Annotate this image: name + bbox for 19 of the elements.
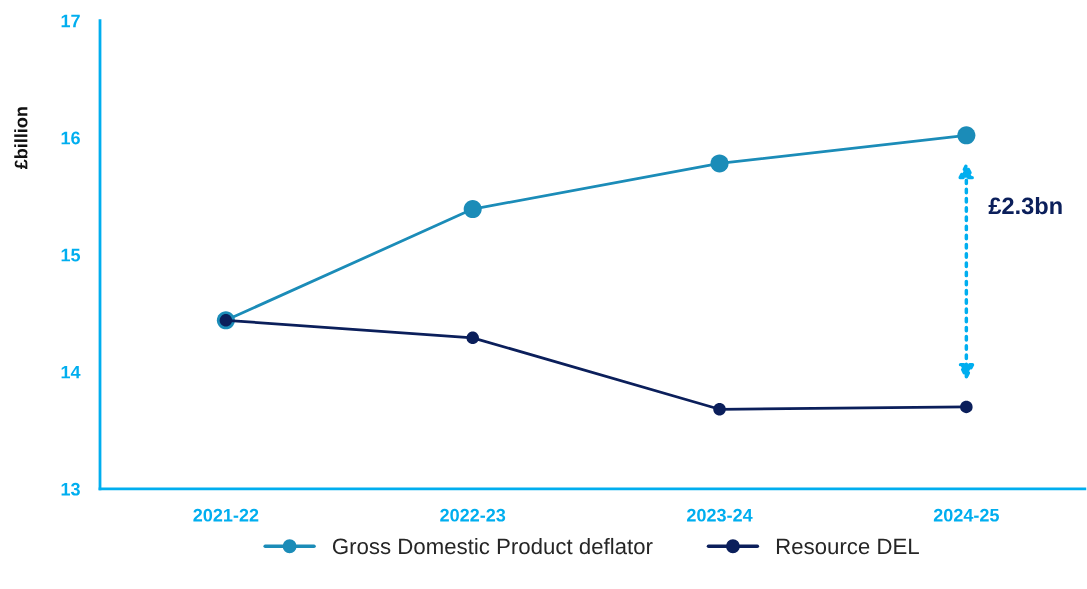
point — [713, 403, 726, 416]
legend-label: Resource DEL — [776, 538, 919, 555]
y-tick-label: 15 — [61, 248, 81, 262]
x-tick-label: 2023-24 — [687, 508, 753, 522]
y-tick-label: 17 — [61, 14, 80, 28]
y-axis-title: £billion — [14, 107, 28, 170]
y-tick-label: 14 — [61, 365, 81, 379]
point — [710, 154, 729, 173]
legend-label: Gross Domestic Product deflator — [332, 537, 653, 555]
point — [960, 400, 973, 414]
x-tick-label: 2024-25 — [933, 508, 999, 522]
y-tick-label: 16 — [61, 131, 80, 145]
x-tick-label: 2021-22 — [193, 508, 259, 522]
x-tick-label: 2022-23 — [440, 508, 506, 522]
y-tick-label: 13 — [61, 482, 80, 496]
point — [463, 200, 482, 219]
annotation: £2.3bn — [988, 196, 1062, 215]
point — [466, 331, 479, 345]
point — [957, 126, 976, 145]
